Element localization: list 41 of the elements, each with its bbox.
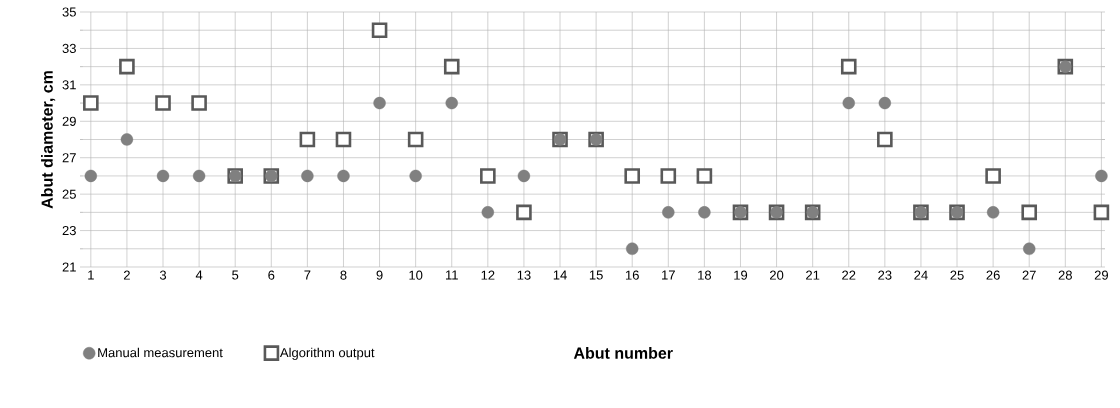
x-tick-label: 14 <box>553 270 567 280</box>
x-tick-label: 28 <box>1058 270 1072 280</box>
y-axis-title: Abut diameter, cm <box>41 71 56 209</box>
y-tick-label: 27 <box>62 153 76 163</box>
x-tick-label: 27 <box>1022 270 1036 280</box>
y-tick-label: 23 <box>62 225 76 236</box>
x-tick-label: 8 <box>340 270 347 280</box>
x-axis-title: Abut number <box>573 347 673 359</box>
x-tick-label: 17 <box>662 270 675 280</box>
y-tick-label: 21 <box>62 262 76 272</box>
x-tick-label: 29 <box>1094 270 1109 280</box>
y-tick-label: 29 <box>62 116 76 126</box>
x-tick-label: 20 <box>770 270 784 280</box>
x-tick-label: 26 <box>986 270 1000 280</box>
y-tick-label: 35 <box>62 7 76 17</box>
legend-label: Algorithm output <box>279 347 375 360</box>
y-tick-label: 33 <box>62 43 76 54</box>
x-tick-label: 7 <box>304 270 311 280</box>
x-tick-label: 25 <box>950 270 964 280</box>
x-tick-label: 3 <box>159 270 167 280</box>
x-tick-label: 16 <box>625 270 639 280</box>
x-tick-label: 12 <box>481 270 495 280</box>
x-tick-label: 10 <box>409 270 423 280</box>
x-tick-label: 13 <box>517 270 531 280</box>
y-tick-label: 31 <box>62 80 76 90</box>
x-tick-label: 1 <box>88 270 94 280</box>
x-tick-label: 23 <box>878 270 892 280</box>
x-tick-label: 2 <box>123 270 130 280</box>
x-tick-label: 19 <box>734 270 748 280</box>
x-tick-label: 9 <box>376 270 383 280</box>
x-tick-label: 11 <box>445 270 458 280</box>
x-tick-label: 15 <box>589 270 603 280</box>
x-tick-label: 18 <box>698 270 712 280</box>
x-tick-label: 21 <box>806 270 820 280</box>
y-tick-label: 25 <box>62 189 76 199</box>
legend-label: Manual measurement <box>98 347 223 358</box>
x-tick-label: 4 <box>195 270 203 280</box>
x-tick-label: 24 <box>914 270 928 280</box>
x-tick-label: 6 <box>268 270 275 280</box>
x-tick-label: 5 <box>232 270 239 280</box>
x-tick-label: 22 <box>842 270 856 280</box>
